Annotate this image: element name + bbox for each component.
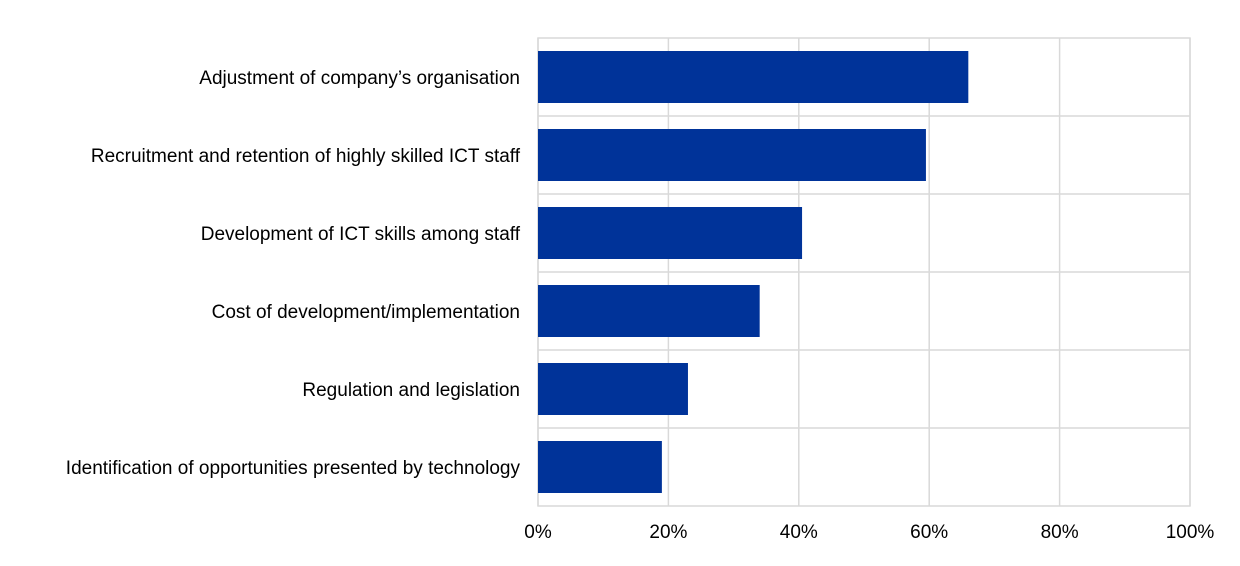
bar [538, 207, 803, 259]
x-tick-label: 40% [780, 522, 818, 543]
bar [538, 363, 688, 415]
gridlines [537, 37, 1191, 507]
category-label: Recruitment and retention of highly skil… [91, 146, 521, 167]
x-tick-label: 60% [910, 522, 948, 543]
category-label: Identification of opportunities presente… [66, 458, 521, 479]
category-label: Cost of development/implementation [212, 302, 520, 323]
category-label: Regulation and legislation [302, 380, 520, 401]
x-tick-label: 80% [1041, 522, 1079, 543]
x-tick-label: 0% [524, 522, 552, 543]
x-tick-labels: 0% 20% 40% 60% 80% 100% [524, 522, 1214, 543]
category-label: Development of ICT skills among staff [201, 224, 521, 245]
bar [538, 51, 969, 103]
bar [538, 285, 760, 337]
bars [538, 51, 969, 493]
category-labels: Adjustment of company’s organisation Recr… [66, 68, 521, 479]
bar [538, 441, 662, 493]
x-tick-label: 20% [649, 522, 687, 543]
x-tick-label: 100% [1166, 522, 1215, 543]
bar [538, 129, 926, 181]
category-label: Adjustment of company’s organisation [199, 68, 520, 89]
